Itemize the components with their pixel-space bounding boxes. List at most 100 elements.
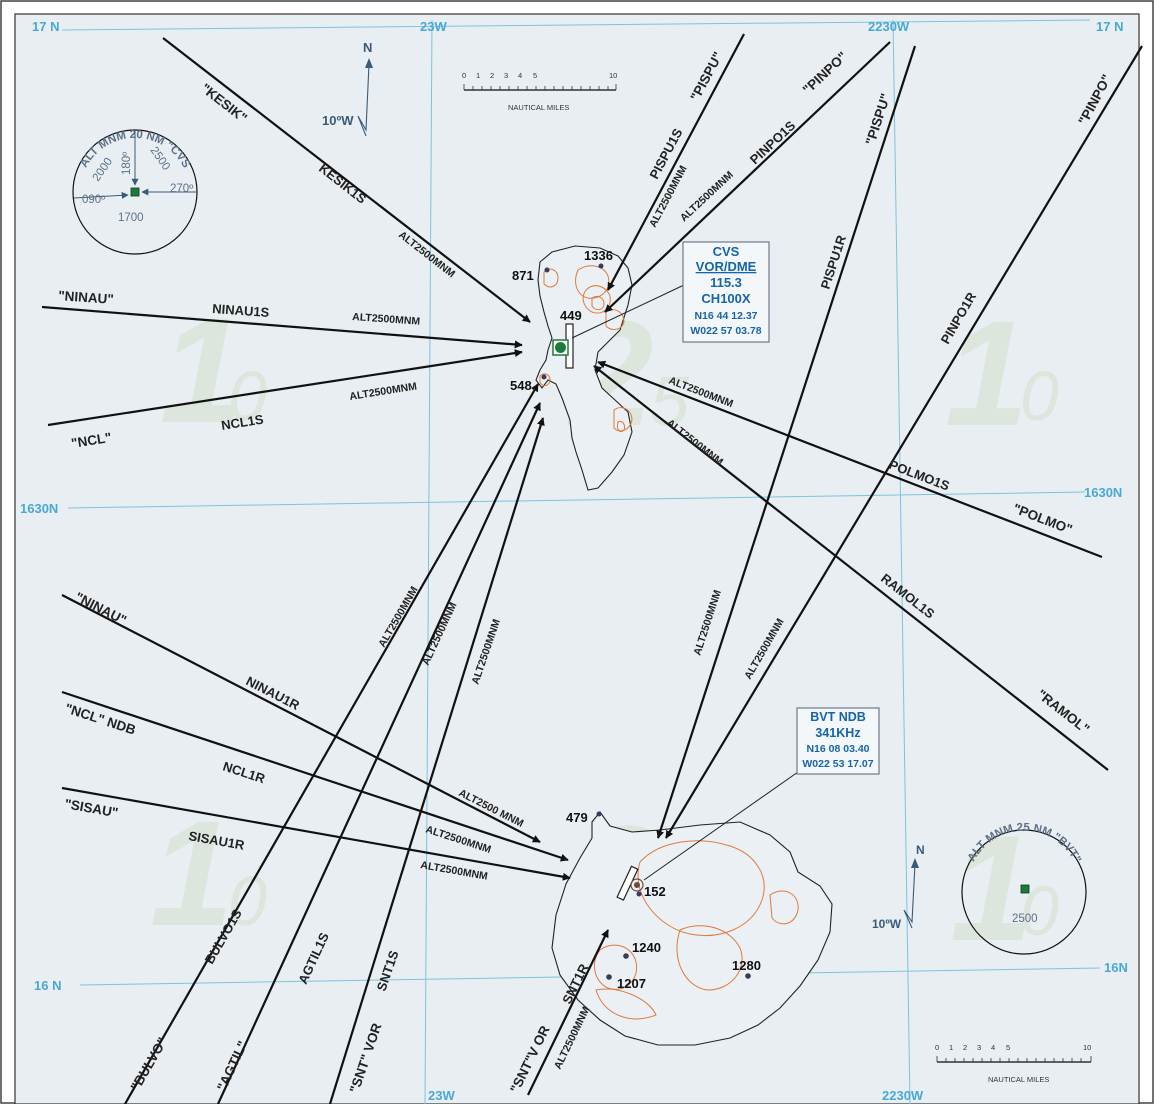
bvt-info-box: BVT NDB 341KHz N16 08 03.40 W022 53 17.0… (796, 707, 880, 775)
spot-elevation-449: 449 (560, 308, 582, 323)
route-pispu1s (607, 33, 745, 291)
fix-label-ninau-w: "NINAU" (58, 288, 114, 307)
spot-elevation-1207: 1207 (617, 976, 646, 991)
lat-label-1630n-right: 1630N (1084, 485, 1122, 500)
spot-elevation-479: 479 (566, 810, 588, 825)
sector-number-nw-1: 1 (160, 286, 243, 454)
route-bulvo1s (124, 383, 539, 1104)
cvs-info-box: CVS VOR/DME 115.3 CH100X N16 44 12.37 W0… (682, 241, 770, 343)
spot-elevations: 1336 871 449 548 479 152 1240 1207 1280 (510, 248, 761, 991)
cvs-channel: CH100X (701, 291, 750, 306)
boa-vista-terrain-contours (593, 840, 799, 1020)
spot-479-dot (596, 811, 602, 817)
scale-bottom-tick-2: 2 (963, 1043, 967, 1052)
scale-top-tick-2: 2 (490, 71, 494, 80)
msa-cvs-bearing-180: 180º (121, 151, 133, 175)
msa-bvt-circle (961, 829, 1087, 955)
scale-bar-bottom: 0 1 2 3 4 5 10 NAUTICAL MILES (935, 1043, 1092, 1084)
cvs-info-box-frame (682, 241, 770, 343)
sector-number-ne-0: 0 (1020, 357, 1059, 435)
spot-elevation-1240: 1240 (632, 940, 661, 955)
route-ncl1r (61, 690, 569, 862)
lon-label-2230w-bottom: 2230W (882, 1088, 924, 1103)
scale-bar-bottom-ticks (936, 1056, 1092, 1062)
msa-bvt-navaid (1020, 884, 1030, 894)
spot-1240-dot (623, 953, 629, 959)
scale-bottom-tick-4: 4 (991, 1043, 995, 1052)
boa-vista-island (551, 811, 833, 1046)
sector-number-sw-0: 0 (228, 862, 267, 940)
spot-elevation-152: 152 (644, 884, 666, 899)
lat-17n-line (61, 19, 1091, 31)
bvt-info-box-frame (796, 707, 880, 775)
alt-label-ninau1s: ALT2500MNM (352, 311, 421, 328)
lat-label-17n-left: 17 N (32, 19, 59, 34)
routes (41, 33, 1143, 1104)
spot-elevation-1336: 1336 (584, 248, 613, 263)
msa-cvs-sector-line-west (73, 191, 129, 199)
msa-cvs-alt-s: 1700 (118, 212, 144, 224)
lon-2230w-line (892, 19, 911, 1104)
north-arrow-bottom-glyph (903, 863, 916, 929)
scale-bottom-tick-10: 10 (1083, 1043, 1091, 1052)
lat-label-16n-right: 16N (1104, 960, 1128, 975)
bvt-longitude: W022 53 17.07 (802, 758, 873, 770)
route-snt1r (527, 929, 609, 1096)
scale-bottom-tick-3: 3 (977, 1043, 981, 1052)
scale-top-tick-4: 4 (518, 71, 522, 80)
route-label-ninau1s: NINAU1S (212, 301, 270, 320)
msa-cvs-navaid (130, 187, 140, 197)
cvs-ident: CVS (713, 244, 740, 259)
scale-top-tick-3: 3 (504, 71, 508, 80)
cvs-frequency: 115.3 (710, 275, 742, 290)
north-arrow-top-head (365, 58, 373, 68)
msa-cvs-bearing-270: 270º (170, 183, 194, 195)
scale-bar-top: 0 1 2 3 4 5 10 NAUTICAL MILES (462, 71, 617, 112)
bvt-latitude: N16 08 03.40 (806, 743, 869, 755)
msa-cvs-bearing-090: 090º (82, 194, 106, 206)
north-arrow-top-variation: 10ºW (322, 113, 354, 128)
spot-1336-dot (598, 263, 604, 269)
scale-bottom-tick-1: 1 (949, 1043, 953, 1052)
north-arrow-top-n: N (363, 40, 372, 55)
route-ninau1s (41, 305, 523, 349)
spot-548-dot (541, 374, 547, 380)
lon-23w-line (424, 19, 433, 1104)
north-arrow-top: N 10ºW (322, 40, 373, 137)
graticule: 17 N 17 N 1630N 1630N 16 N 16N 23W 2230W… (20, 19, 1128, 1104)
route-agtil1s (217, 402, 541, 1104)
lon-label-2230w-top: 2230W (868, 19, 910, 34)
spot-elevation-871: 871 (512, 268, 534, 283)
route-pispu1r (656, 45, 917, 839)
cvs-longitude: W022 57 03.78 (690, 325, 761, 337)
sector-number-se-1: 1 (950, 804, 1033, 972)
route-ninau1r (61, 594, 541, 843)
cvs-vor-dme-core (555, 342, 566, 353)
route-pinpo1r (665, 45, 1143, 839)
route-polmo1s (597, 360, 1103, 559)
north-arrow-top-glyph (357, 63, 370, 137)
north-arrow-bottom-n: N (916, 843, 925, 857)
bvt-box-leader (643, 771, 799, 881)
route-pinpo1s (604, 41, 891, 313)
cvs-latitude: N16 44 12.37 (694, 310, 757, 322)
spot-152-dot (636, 891, 642, 897)
route-sisau1r (61, 786, 571, 881)
north-arrow-bottom-variation: 10ºW (872, 917, 902, 931)
spot-elevation-1280: 1280 (732, 958, 761, 973)
scale-top-tick-5: 5 (533, 71, 537, 80)
scale-bar-top-ticks (463, 84, 617, 90)
bvt-ident: BVT NDB (810, 710, 866, 724)
route-ncl1s (47, 349, 523, 427)
cvs-box-leader (571, 284, 685, 339)
scale-top-tick-1: 1 (476, 71, 480, 80)
spot-elevation-548: 548 (510, 378, 532, 393)
north-arrow-bottom-head (911, 858, 919, 868)
scale-bottom-tick-5: 5 (1006, 1043, 1010, 1052)
lon-label-23w-top: 23W (420, 19, 447, 34)
spot-1207-dot (606, 974, 612, 980)
msa-bvt-alt: 2500 (1012, 913, 1038, 925)
bvt-ndb-core (634, 882, 640, 888)
sector-number-se-0: 0 (1020, 872, 1059, 950)
sector-number-ne-1: 1 (945, 289, 1028, 457)
